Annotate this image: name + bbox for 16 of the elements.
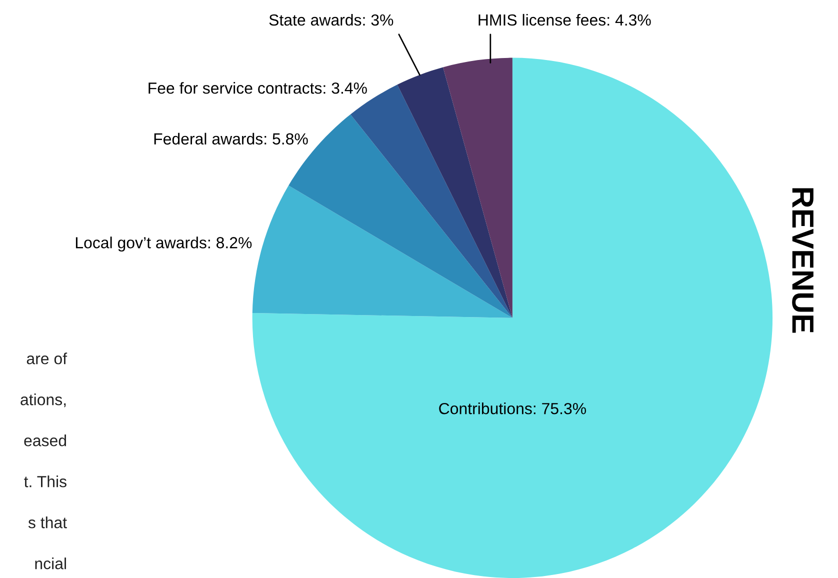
text: eased (24, 434, 66, 446)
slice-label: Federal awards: 5.8% (154, 132, 308, 145)
slice-label: Contributions: 75.3% (439, 402, 586, 414)
pie-slice (397, 67, 512, 318)
text: t. This (24, 476, 66, 488)
text: are of (26, 352, 68, 364)
text: ations, (20, 394, 66, 408)
pie-slice (252, 186, 512, 318)
slice-label: HMIS license fees: 4.3% (478, 14, 651, 26)
text: ncial (35, 558, 66, 570)
pie-slice (443, 58, 512, 318)
slice-label: State awards: 3% (269, 14, 394, 26)
slice-label: Local gov’t awards: 8.2% (76, 236, 252, 252)
text: s that (28, 516, 67, 528)
slice-label: Fee for service contracts: 3.4% (148, 82, 367, 94)
text: REVENUE (792, 188, 814, 333)
